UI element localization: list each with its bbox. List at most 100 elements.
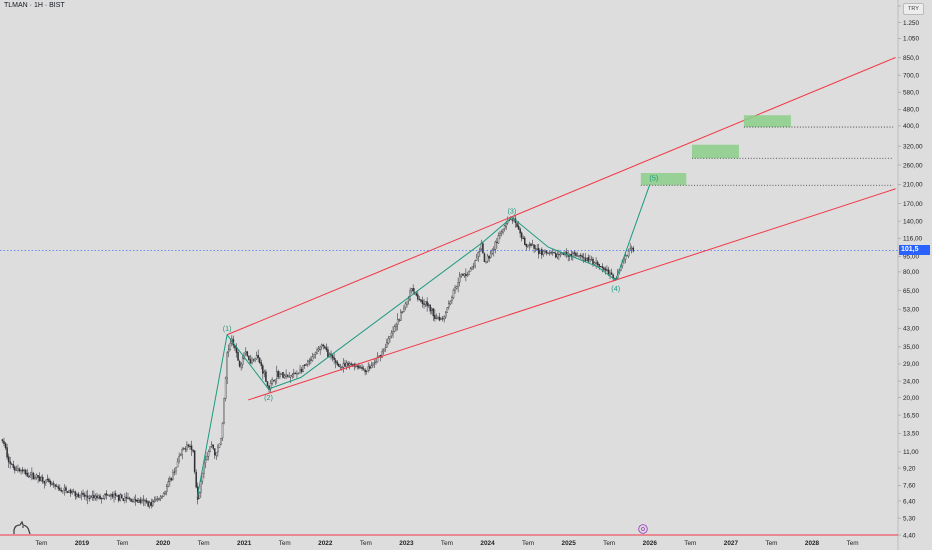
candle-body xyxy=(130,498,132,502)
candle-body xyxy=(59,487,61,491)
y-tick-label: 5,30 xyxy=(903,515,916,522)
candle-body xyxy=(468,271,470,275)
candle-body xyxy=(111,493,114,498)
candle-body xyxy=(217,447,219,453)
candle-body xyxy=(245,351,247,354)
candle-body xyxy=(382,349,385,353)
candle-body xyxy=(630,247,633,249)
candle-body xyxy=(46,478,49,480)
candle-body xyxy=(320,344,323,348)
candle-body xyxy=(198,492,201,499)
y-tick-label: 53,00 xyxy=(903,307,919,314)
candle-body xyxy=(378,355,380,357)
target-box-1[interactable] xyxy=(640,172,687,186)
channel-lower-line[interactable] xyxy=(248,188,896,401)
candle-body xyxy=(184,448,187,450)
x-tick-label: 2019 xyxy=(75,540,90,547)
gear-icon[interactable] xyxy=(638,524,648,534)
candle-body xyxy=(440,317,442,320)
x-tick-label: 2025 xyxy=(562,540,577,547)
candle-body xyxy=(241,357,244,365)
candle-body xyxy=(200,481,202,493)
candle-body xyxy=(288,376,290,378)
candle-body xyxy=(41,476,44,482)
candle-body xyxy=(134,499,137,502)
candle-body xyxy=(452,289,455,299)
candle-body xyxy=(235,347,238,353)
candle-body xyxy=(311,356,314,361)
candle-body xyxy=(186,444,188,450)
candle-body xyxy=(472,266,475,268)
candle-body xyxy=(537,248,540,255)
candle-body xyxy=(441,318,444,320)
candle-body xyxy=(365,370,368,372)
candle-body xyxy=(164,491,166,495)
x-tick-label: 2028 xyxy=(805,540,820,547)
candle-body xyxy=(138,499,140,503)
candle-body xyxy=(488,256,490,259)
candle-body xyxy=(133,498,135,503)
candle-body xyxy=(381,351,383,358)
candle-body xyxy=(443,316,445,320)
candle-body xyxy=(147,501,149,507)
candle-body xyxy=(34,477,36,480)
candle-body xyxy=(32,472,35,480)
candle-body xyxy=(458,275,461,283)
candle-body xyxy=(289,375,292,378)
candle-body xyxy=(218,443,221,448)
candle-body xyxy=(339,365,342,368)
candle-body xyxy=(240,363,242,368)
candle-body xyxy=(105,493,108,496)
candle-body xyxy=(451,296,453,301)
candle-body xyxy=(367,366,369,371)
candle-body xyxy=(148,502,151,507)
tradingview-logo-icon[interactable] xyxy=(12,521,32,535)
candle-body xyxy=(485,261,487,263)
candle-body xyxy=(505,223,507,227)
y-tick-label: 9,20 xyxy=(903,465,916,472)
time-axis[interactable]: Tem 2019 Tem 2020 Tem 2021 Tem 2022 Tem 2023 Tem 20… xyxy=(0,534,898,547)
candle-body xyxy=(632,248,635,252)
channel-upper-line[interactable] xyxy=(226,57,896,336)
y-tick-label: 580,0 xyxy=(903,89,919,96)
candle-body xyxy=(86,495,89,498)
candle-body xyxy=(438,316,441,321)
candle-body xyxy=(350,363,352,365)
candle-body xyxy=(246,351,249,356)
x-tick-label: 2026 xyxy=(643,540,658,547)
candle-body xyxy=(255,355,258,360)
target-box-2[interactable] xyxy=(691,144,740,159)
candle-body xyxy=(502,228,504,233)
symbol-title: TLMAN · 1H · BIST xyxy=(4,2,65,9)
x-tick-label: Tem xyxy=(847,540,859,547)
candle-body xyxy=(93,494,95,499)
candle-body xyxy=(551,252,554,254)
candle-body xyxy=(88,498,90,500)
candle-body xyxy=(161,496,163,498)
y-tick-label: 7,60 xyxy=(903,483,916,490)
candle-body xyxy=(598,263,600,267)
candle-body xyxy=(190,445,193,450)
candle-body xyxy=(589,259,591,263)
candle-body xyxy=(462,274,464,276)
candle-body xyxy=(215,452,218,456)
candle-body xyxy=(303,364,306,366)
candle-body xyxy=(471,267,473,270)
candle-body xyxy=(606,269,608,271)
candle-body xyxy=(573,252,576,254)
candle-body xyxy=(393,326,396,332)
candle-body xyxy=(85,495,87,497)
elliott-wave-line[interactable] xyxy=(196,184,651,499)
y-tick-label: 140,00 xyxy=(903,218,923,225)
candle-body xyxy=(593,262,596,265)
candle-body xyxy=(317,348,320,351)
y-tick-label: 16,50 xyxy=(903,412,919,419)
candle-body xyxy=(40,476,42,481)
candle-body xyxy=(28,476,30,478)
candle-body xyxy=(142,499,145,501)
currency-button[interactable]: TRY xyxy=(903,3,924,15)
target-box-3[interactable] xyxy=(743,115,791,128)
y-tick-label: 11,00 xyxy=(903,449,919,456)
candle-body xyxy=(262,365,264,374)
